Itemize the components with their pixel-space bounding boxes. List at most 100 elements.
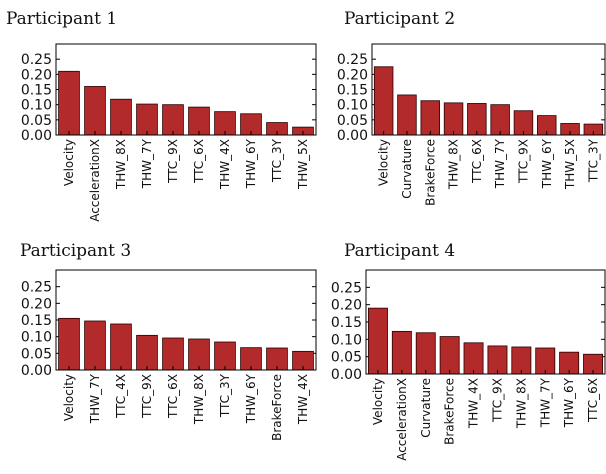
x-tick-label: Curvature bbox=[400, 139, 414, 199]
bar-brakeforce bbox=[439, 336, 460, 375]
x-tick-label: THW_8X bbox=[447, 139, 461, 190]
x-tick-label: THW_7Y bbox=[538, 377, 552, 428]
x-tick-label: THW_6Y bbox=[562, 377, 576, 428]
y-tick-label: 0.10 bbox=[331, 332, 362, 348]
bar-velocity bbox=[58, 70, 80, 136]
y-tick-label: 0.00 bbox=[21, 128, 52, 144]
y-tick-label: 0.05 bbox=[337, 113, 368, 129]
x-tick-label: Velocity bbox=[377, 139, 391, 186]
y-tick-label: 0.10 bbox=[337, 98, 368, 114]
x-tick-label: TTC_3Y bbox=[218, 373, 232, 418]
y-tick-label: 0.05 bbox=[21, 346, 52, 362]
plot-frame bbox=[371, 43, 606, 136]
x-tick-label: TTC_9X bbox=[140, 374, 154, 419]
x-tick-label: BrakeForce bbox=[443, 378, 457, 445]
chart-panel-participant-2: Participant 2 0.000.050.100.150.200.25 Vel… bbox=[337, 9, 606, 206]
bar-velocity bbox=[367, 307, 388, 375]
bar-velocity bbox=[58, 317, 80, 371]
bar-ttc-9x bbox=[136, 334, 158, 371]
y-tick-label: 0.20 bbox=[21, 296, 52, 312]
x-tick-label: THW_4X bbox=[467, 378, 481, 429]
bar-ttc-9x bbox=[487, 345, 508, 375]
x-tick-label: THW_6Y bbox=[244, 373, 258, 424]
x-tick-label: Velocity bbox=[371, 378, 385, 425]
chart-title: Participant 3 bbox=[20, 241, 131, 261]
x-tick-label: BrakeForce bbox=[423, 139, 437, 206]
x-tick-label: TTC_9X bbox=[516, 139, 530, 184]
bar-ttc-9x bbox=[162, 104, 184, 136]
bar-velocity bbox=[373, 66, 394, 136]
x-tick-label: TTC_3Y bbox=[270, 138, 284, 183]
plot-frame bbox=[365, 269, 606, 375]
x-tick-label: THW_5X bbox=[563, 139, 577, 190]
x-tick-label: Curvature bbox=[419, 378, 433, 438]
x-tick-label: THW_4X bbox=[218, 139, 232, 190]
x-tick-label: TTC_6X bbox=[166, 374, 180, 419]
x-tick-label: THW_8X bbox=[192, 374, 206, 425]
y-tick-label: 0.05 bbox=[331, 350, 362, 366]
x-tick-label: THW_7Y bbox=[493, 138, 507, 189]
bar-ttc-6x bbox=[467, 103, 487, 136]
bar-thw-8x bbox=[110, 98, 132, 136]
bar-curvature bbox=[397, 94, 417, 136]
x-tick-label: THW_7Y bbox=[88, 373, 102, 424]
y-tick-label: 0.25 bbox=[21, 52, 52, 68]
y-tick-label: 0.00 bbox=[21, 363, 52, 379]
x-tick-label: TTC_9X bbox=[166, 139, 180, 184]
x-tick-label: THW_6Y bbox=[540, 138, 554, 189]
y-tick-label: 0.00 bbox=[331, 367, 362, 383]
bar-brakeforce bbox=[420, 100, 440, 136]
bar-thw-7y bbox=[84, 320, 106, 371]
bar-thw-8x bbox=[443, 102, 464, 136]
bar-thw-7y bbox=[136, 103, 158, 136]
bar-ttc-3y bbox=[214, 341, 236, 371]
plot-frame bbox=[55, 269, 317, 371]
y-tick-label: 0.25 bbox=[337, 52, 368, 68]
x-tick-label: AccelerationX bbox=[395, 378, 409, 461]
x-tick-label: AccelerationX bbox=[88, 139, 102, 222]
y-tick-label: 0.25 bbox=[21, 280, 52, 296]
bar-ttc-4x bbox=[110, 323, 132, 371]
bar-thw-8x bbox=[511, 346, 532, 375]
y-tick-label: 0.25 bbox=[331, 280, 362, 296]
x-tick-label: THW_6Y bbox=[244, 138, 258, 189]
bar-thw-8x bbox=[188, 338, 210, 371]
y-tick-label: 0.00 bbox=[337, 128, 368, 144]
y-tick-label: 0.10 bbox=[21, 330, 52, 346]
x-tick-label: TTC_4X bbox=[114, 374, 128, 419]
x-tick-label: THW_5X bbox=[296, 139, 310, 190]
x-tick-label: TTC_3Y bbox=[586, 138, 600, 183]
chart-title: Participant 4 bbox=[344, 241, 455, 261]
x-tick-label: Velocity bbox=[62, 139, 76, 186]
y-tick-label: 0.20 bbox=[21, 67, 52, 83]
x-tick-label: THW_8X bbox=[514, 378, 528, 429]
x-tick-label: THW_7Y bbox=[140, 138, 154, 189]
bar-thw-7y bbox=[490, 104, 510, 136]
y-tick-label: 0.15 bbox=[331, 315, 362, 331]
chart-panel-participant-4: Participant 4 0.000.05 0.100.150.20 0.25 Vel… bbox=[331, 241, 606, 461]
x-tick-label: THW_8X bbox=[114, 139, 128, 190]
bar-accelerationx bbox=[391, 330, 412, 375]
y-tick-label: 0.10 bbox=[21, 98, 52, 114]
y-tick-label: 0.15 bbox=[21, 83, 52, 99]
chart-title: Participant 2 bbox=[344, 9, 455, 29]
bar-curvature bbox=[415, 332, 436, 375]
x-tick-label: Velocity bbox=[62, 374, 76, 421]
bar-ttc-6x bbox=[162, 337, 184, 371]
plot-frame bbox=[55, 43, 317, 136]
x-tick-label: TTC_6X bbox=[470, 139, 484, 184]
chart-panel-participant-1: Participant 1 0.000.050.100.150.200.25 Vel… bbox=[6, 9, 317, 222]
x-tick-label: TTC_6X bbox=[586, 378, 600, 423]
bar-accelerationx bbox=[84, 86, 106, 136]
y-tick-label: 0.15 bbox=[337, 83, 368, 99]
x-tick-label: TTC_6X bbox=[192, 139, 206, 184]
y-tick-label: 0.05 bbox=[21, 113, 52, 129]
y-tick-label: 0.20 bbox=[337, 67, 368, 83]
y-tick-label: 0.20 bbox=[331, 298, 362, 314]
y-tick-label: 0.15 bbox=[21, 313, 52, 329]
x-tick-label: BrakeForce bbox=[270, 374, 284, 441]
bar-thw-4x bbox=[463, 342, 484, 375]
x-tick-label: TTC_9X bbox=[490, 378, 504, 423]
chart-title: Participant 1 bbox=[6, 9, 117, 29]
